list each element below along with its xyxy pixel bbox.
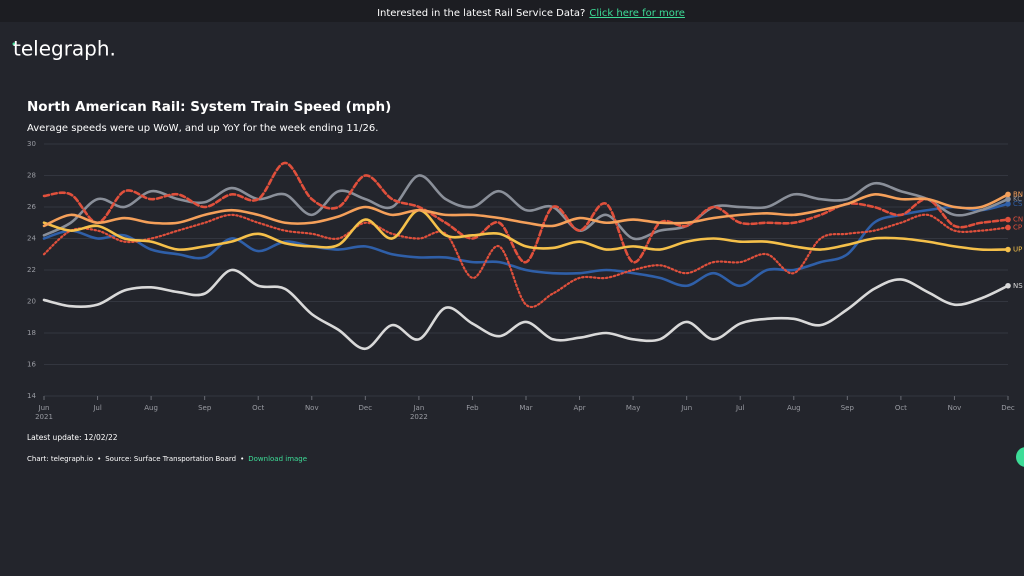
end-point bbox=[1005, 282, 1011, 289]
y-tick-label: 26 bbox=[27, 203, 36, 211]
y-tick-label: 22 bbox=[27, 266, 36, 274]
y-tick-label: 28 bbox=[27, 172, 36, 180]
source: Source: Surface Transportation Board bbox=[105, 455, 236, 463]
chart-subtitle: Average speeds were up WoW, and up YoY f… bbox=[27, 123, 378, 134]
x-tick-label: Jul bbox=[92, 404, 102, 412]
x-tick-label: Oct bbox=[895, 404, 907, 412]
x-tick-label: Dec bbox=[359, 404, 373, 412]
separator: • bbox=[240, 455, 244, 463]
y-tick-label: 16 bbox=[27, 361, 36, 369]
x-tick-label: Apr bbox=[573, 404, 585, 412]
end-point bbox=[1005, 216, 1011, 223]
series-label: CS bbox=[1013, 200, 1023, 208]
series-line bbox=[42, 268, 1010, 351]
series-label: KC bbox=[1013, 195, 1022, 203]
series-line bbox=[42, 174, 1010, 241]
series-label: CN bbox=[1013, 216, 1023, 224]
x-tick-label: Feb bbox=[466, 404, 479, 412]
logo[interactable]: telegraph. bbox=[13, 37, 116, 61]
banner bbox=[0, 0, 1024, 22]
series-line bbox=[42, 202, 1010, 288]
x-tick-label: Nov bbox=[305, 404, 319, 412]
credit: Chart: telegraph.io bbox=[27, 455, 93, 463]
series-line bbox=[42, 213, 1010, 308]
banner-link[interactable]: Click here for more bbox=[589, 8, 685, 19]
series-label: BN bbox=[1013, 190, 1023, 198]
x-tick-label: Sep bbox=[198, 404, 212, 412]
banner-line: Interested in the latest Rail Service Da… bbox=[377, 8, 685, 19]
end-point bbox=[1005, 246, 1011, 253]
series-line bbox=[42, 208, 1010, 252]
banner-text: Interested in the latest Rail Service Da… bbox=[377, 8, 585, 19]
x-tick-label: May bbox=[626, 404, 640, 412]
update-note: Latest update: 12/02/22 bbox=[27, 433, 118, 442]
series-line bbox=[42, 193, 1010, 228]
logo-dot bbox=[12, 42, 16, 46]
y-tick-label: 30 bbox=[27, 140, 36, 148]
x-tick-label: Aug bbox=[144, 404, 158, 412]
y-tick-label: 20 bbox=[27, 298, 36, 306]
x-tick-label: Jul bbox=[735, 404, 745, 412]
x-tick-label: Mar bbox=[519, 404, 532, 412]
end-point bbox=[1005, 201, 1011, 207]
x-tick-label: Jan bbox=[412, 404, 424, 412]
help-button[interactable] bbox=[1016, 447, 1024, 467]
year-label: 2022 bbox=[410, 413, 428, 421]
y-tick-label: 14 bbox=[27, 392, 36, 400]
y-tick-label: 18 bbox=[27, 329, 36, 337]
x-tick-label: Nov bbox=[948, 404, 962, 412]
x-tick-label: Oct bbox=[252, 404, 264, 412]
series-label: UP bbox=[1013, 246, 1022, 254]
end-point bbox=[1005, 191, 1011, 198]
y-tick-label: 24 bbox=[27, 235, 36, 243]
credit-line: Chart: telegraph.io • Source: Surface Tran… bbox=[27, 455, 307, 463]
x-tick-label: Jun bbox=[38, 404, 50, 412]
series-label: CP bbox=[1013, 223, 1022, 231]
download-link[interactable]: Download image bbox=[248, 455, 307, 463]
end-point bbox=[1005, 196, 1011, 202]
x-tick-label: Dec bbox=[1001, 404, 1015, 412]
x-tick-label: Aug bbox=[787, 404, 801, 412]
separator: • bbox=[97, 455, 101, 463]
year-label: 2021 bbox=[35, 413, 53, 421]
x-tick-label: Sep bbox=[841, 404, 855, 412]
x-tick-label: Jun bbox=[680, 404, 692, 412]
end-point bbox=[1005, 224, 1011, 231]
chart-title: North American Rail: System Train Speed … bbox=[27, 99, 391, 115]
series-label: NS bbox=[1013, 282, 1023, 290]
